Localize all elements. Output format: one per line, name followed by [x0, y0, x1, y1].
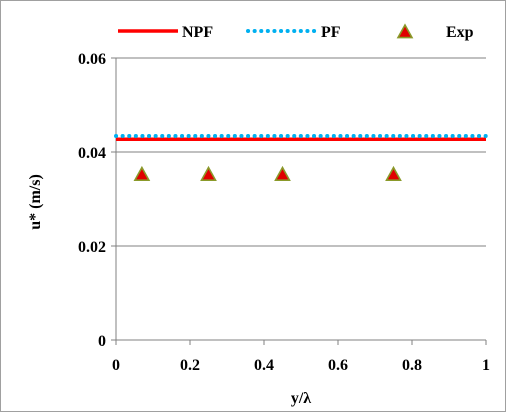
exp-point: [133, 165, 151, 181]
y-axis-label: u* (m/s): [27, 174, 44, 230]
x-tick-label: 0.4: [254, 357, 274, 374]
series: [114, 134, 488, 181]
gridlines: [116, 57, 486, 247]
legend: NPF PF Exp: [118, 23, 474, 41]
x-tick-label: 0.2: [180, 357, 200, 374]
exp-point: [274, 165, 291, 181]
exp-point: [385, 165, 402, 181]
x-tick-label: 0.8: [402, 357, 422, 374]
x-axis-label: y/λ: [291, 390, 311, 407]
legend-swatch-exp: [396, 23, 414, 39]
x-tick-label: 1: [482, 357, 490, 374]
axes: [111, 57, 487, 345]
legend-label-pf: PF: [321, 24, 341, 41]
x-tick-label: 0: [112, 357, 120, 374]
legend-label-exp: Exp: [446, 24, 474, 41]
y-tick-label: 0.04: [78, 145, 106, 162]
legend-label-npf: NPF: [182, 24, 213, 41]
y-tick-label: 0: [98, 333, 106, 350]
x-tick-labels: 0 0.2 0.4 0.6 0.8 1: [112, 357, 490, 374]
y-tick-label: 0.02: [78, 239, 106, 256]
x-tick-label: 0.6: [328, 357, 348, 374]
y-tick-labels: 0 0.02 0.04 0.06: [78, 51, 106, 350]
y-tick-label: 0.06: [78, 51, 106, 68]
exp-point: [200, 165, 217, 181]
